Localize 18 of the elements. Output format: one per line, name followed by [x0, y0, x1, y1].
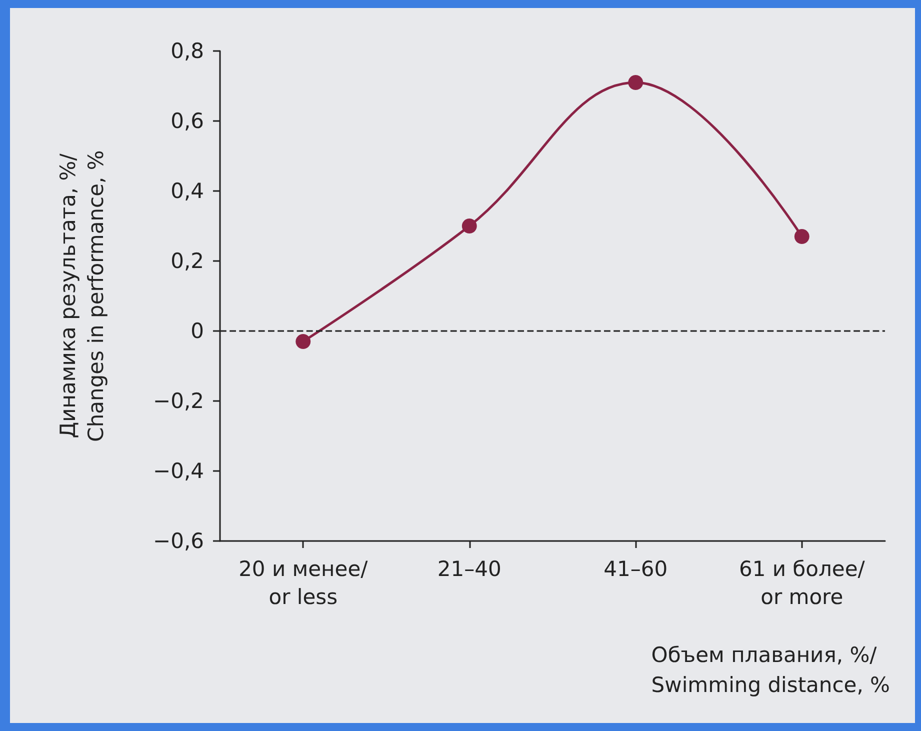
point: [462, 218, 477, 234]
x-axis-title: Объем плавания, %/ Swimming distance, %: [651, 643, 890, 697]
y-tick-label: 0: [190, 319, 204, 343]
y-tick-label: 0,2: [170, 249, 204, 273]
point: [628, 75, 644, 90]
x-tick-label: 20 и менее/ or less: [238, 557, 369, 609]
x-tick-label: 41–60: [604, 557, 668, 581]
y-tick-label: −0,2: [153, 389, 204, 413]
y-tick-label: −0,6: [153, 529, 204, 553]
y-tick-label: −0,4: [153, 459, 204, 483]
point: [296, 334, 311, 349]
y-tick-label: 0,6: [170, 109, 204, 133]
x-tick-label: 21–40: [437, 557, 502, 581]
y-tick-label: 0,8: [170, 39, 204, 63]
x-tick-label: 61 и более/ or more: [738, 557, 866, 609]
y-axis-title: Динамика результата, %/ Changes in performance, %: [56, 150, 108, 442]
point: [794, 229, 810, 244]
y-tick-label: 0,4: [170, 179, 204, 203]
